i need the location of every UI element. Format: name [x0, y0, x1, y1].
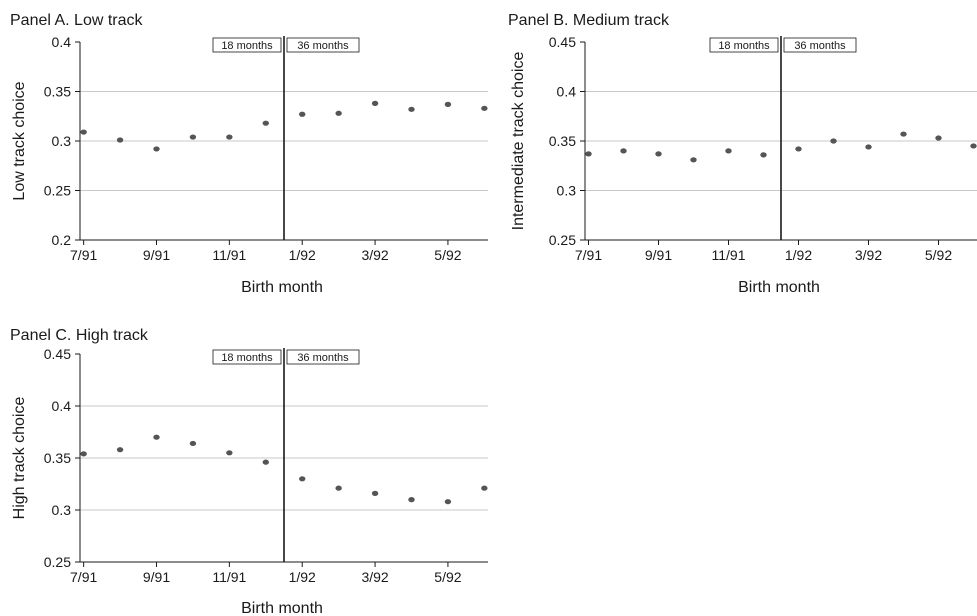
x-tick-label: 5/92 [925, 247, 952, 263]
x-tick-label: 3/92 [361, 569, 388, 585]
data-point [481, 485, 488, 491]
panel-title: Panel B. Medium track [508, 12, 670, 29]
data-point [620, 148, 627, 154]
x-axis-label: Birth month [241, 600, 323, 616]
panel-c: 0.25 0.3 0.35 0.4 0.45 7/91 9/91 11/91 1/92 3/92 5… [10, 327, 488, 616]
data-point [189, 134, 197, 140]
annotation-18-months: 18 months [221, 40, 273, 52]
panel-title: Panel A. Low track [10, 12, 144, 29]
x-tick-label: 9/91 [143, 247, 170, 263]
data-point [900, 131, 907, 137]
data-point [335, 110, 342, 116]
x-tick-label: 1/92 [289, 247, 316, 263]
annotation-36-months: 36 months [794, 40, 846, 52]
data-point [935, 135, 942, 141]
x-tick-label: 9/91 [143, 569, 170, 585]
data-point [725, 148, 732, 154]
data-point [655, 151, 662, 157]
panel-title: Panel C. High track [10, 327, 149, 344]
y-axis-label: Low track choice [11, 81, 28, 200]
y-tick-label: 0.25 [549, 232, 576, 248]
x-tick-label: 11/91 [212, 247, 246, 263]
data-point [444, 499, 452, 505]
x-tick-label: 5/92 [434, 247, 461, 263]
x-tick-label: 1/92 [785, 247, 812, 263]
data-point [262, 459, 269, 465]
y-axis-label: Intermediate track choice [510, 52, 527, 231]
annotation-box-18-months [212, 349, 282, 365]
data-point [371, 490, 379, 496]
x-tick-label: 7/91 [575, 247, 602, 263]
x-tick-label: 11/91 [212, 569, 246, 585]
annotation-box-36-months [286, 349, 360, 365]
annotation-36-months: 36 months [297, 40, 349, 52]
data-point [226, 450, 233, 456]
data-point [830, 138, 837, 144]
y-tick-label: 0.25 [44, 554, 71, 570]
data-point [189, 440, 197, 447]
data-point [481, 105, 488, 111]
data-point [80, 129, 87, 135]
data-point [371, 100, 379, 106]
x-axis-label: Birth month [241, 279, 323, 296]
x-tick-label: 5/92 [434, 569, 461, 585]
annotation-box-18-months [212, 37, 282, 53]
panel-b: 0.25 0.3 0.35 0.4 0.45 7/91 9/91 11/91 1/92 3/92 5… [508, 12, 977, 296]
annotation-36-months: 36 months [297, 352, 349, 364]
y-axis-label: High track choice [11, 397, 28, 520]
x-tick-label: 7/91 [70, 569, 97, 585]
data-point [262, 120, 269, 126]
annotation-box-36-months [286, 37, 360, 53]
data-point [865, 144, 872, 150]
y-tick-label: 0.4 [557, 84, 577, 100]
data-point [299, 476, 306, 482]
data-point [299, 111, 306, 117]
x-tick-label: 7/91 [70, 247, 97, 263]
y-tick-label: 0.4 [52, 34, 72, 50]
data-point [408, 497, 415, 503]
y-tick-label: 0.3 [52, 133, 72, 149]
y-tick-label: 0.35 [44, 450, 71, 466]
y-tick-label: 0.35 [44, 84, 71, 100]
y-tick-label: 0.4 [52, 398, 72, 414]
y-tick-label: 0.45 [549, 34, 576, 50]
y-tick-label: 0.45 [44, 346, 71, 362]
data-point [335, 485, 342, 491]
y-tick-label: 0.25 [44, 183, 71, 199]
data-point [116, 137, 124, 143]
y-tick-label: 0.35 [549, 133, 576, 149]
data-point [226, 134, 233, 140]
data-point [444, 101, 452, 107]
data-point [153, 434, 160, 440]
data-point [970, 143, 977, 149]
y-tick-label: 0.3 [557, 183, 577, 199]
data-point [795, 146, 802, 152]
data-point [408, 106, 415, 112]
panel-a: 0.2 0.25 0.3 0.35 0.4 7/91 9/91 11/91 1/92 3/92 5/… [10, 12, 488, 296]
annotation-box-36-months [783, 37, 857, 53]
data-point [116, 447, 124, 453]
x-tick-label: 11/91 [712, 247, 746, 263]
y-tick-label: 0.2 [52, 232, 72, 248]
x-tick-label: 1/92 [289, 569, 316, 585]
data-point [585, 151, 592, 157]
data-point [153, 146, 160, 152]
y-tick-label: 0.3 [52, 502, 72, 518]
annotation-box-18-months [709, 37, 779, 53]
annotation-18-months: 18 months [221, 352, 273, 364]
data-point [690, 157, 697, 163]
x-tick-label: 9/91 [645, 247, 672, 263]
data-point [760, 152, 767, 158]
annotation-18-months: 18 months [718, 40, 770, 52]
data-point [80, 451, 87, 457]
x-tick-label: 3/92 [361, 247, 388, 263]
x-tick-label: 3/92 [855, 247, 882, 263]
x-axis-label: Birth month [738, 279, 820, 296]
